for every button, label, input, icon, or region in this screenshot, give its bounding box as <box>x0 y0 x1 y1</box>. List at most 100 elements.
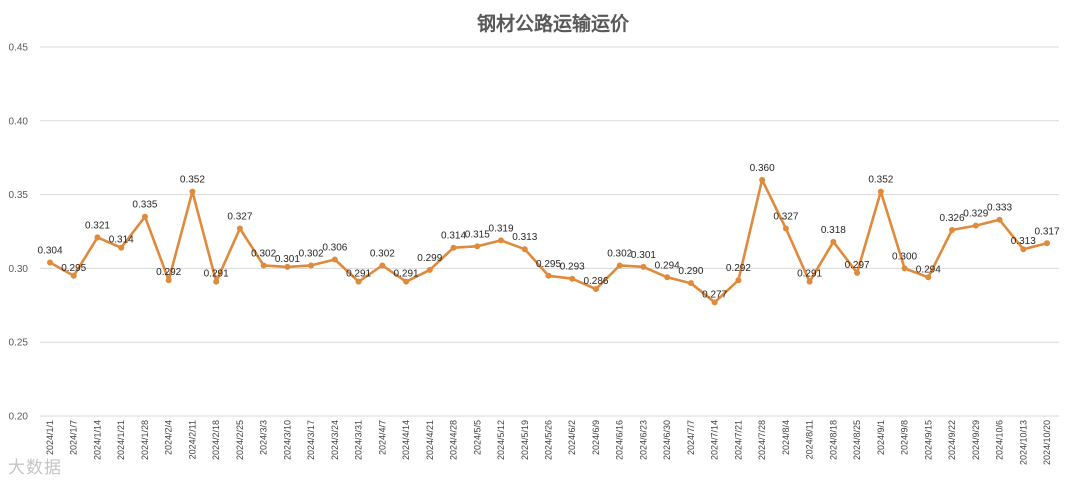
data-point <box>284 263 291 270</box>
data-point <box>498 237 505 244</box>
data-label: 0.333 <box>987 203 1012 214</box>
x-tick-label: 2024/7/21 <box>733 420 743 460</box>
data-label: 0.302 <box>299 248 324 259</box>
data-label: 0.313 <box>1011 236 1036 247</box>
data-point <box>592 286 599 293</box>
data-point <box>165 277 172 284</box>
data-label: 0.329 <box>963 209 988 220</box>
data-point <box>331 256 338 263</box>
data-point <box>379 262 386 269</box>
data-label: 0.317 <box>1034 226 1059 237</box>
data-label: 0.352 <box>180 175 205 186</box>
data-point <box>569 275 576 282</box>
x-tick-label: 2024/4/14 <box>401 420 411 460</box>
x-tick-label: 2024/3/17 <box>306 420 316 460</box>
data-point <box>189 188 196 195</box>
data-label: 0.293 <box>560 262 585 273</box>
data-label: 0.299 <box>417 253 442 264</box>
gridlines <box>40 46 1059 417</box>
x-tick-label: 2024/2/18 <box>211 420 221 460</box>
x-tick-label: 2024/10/13 <box>1018 420 1028 465</box>
data-point <box>949 227 956 234</box>
x-tick-label: 2024/7/14 <box>710 420 720 460</box>
data-label: 0.306 <box>322 243 347 254</box>
data-point <box>640 263 647 270</box>
data-label: 0.301 <box>275 254 300 265</box>
data-label: 0.315 <box>465 229 490 240</box>
y-tick-label: 0.35 <box>9 190 29 201</box>
data-label: 0.327 <box>227 212 252 223</box>
data-label: 0.302 <box>607 248 632 259</box>
data-label: 0.300 <box>892 251 917 262</box>
x-tick-label: 2024/3/31 <box>354 420 364 460</box>
data-point <box>735 277 742 284</box>
x-tick-label: 2024/6/16 <box>615 420 625 460</box>
x-tick-label: 2024/1/28 <box>140 420 150 460</box>
data-label: 0.314 <box>441 231 466 242</box>
data-label: 0.291 <box>346 269 371 280</box>
data-point <box>236 225 243 232</box>
x-tick-label: 2024/2/25 <box>235 420 245 460</box>
data-point <box>118 244 125 251</box>
data-label: 0.290 <box>678 266 703 277</box>
x-tick-label: 2024/9/1 <box>876 420 886 455</box>
data-point <box>355 278 362 285</box>
data-point <box>426 266 433 273</box>
x-tick-label: 2024/2/11 <box>187 420 197 459</box>
y-tick-label: 0.20 <box>9 412 29 423</box>
series-line <box>47 176 1050 306</box>
data-point <box>70 272 77 279</box>
data-point <box>996 216 1003 223</box>
y-axis: 0.20 0.25 0.30 0.35 0.40 0.45 <box>9 43 29 423</box>
data-point <box>308 262 315 269</box>
x-tick-label: 2024/10/6 <box>995 420 1005 460</box>
data-label: 0.360 <box>750 163 775 174</box>
data-point <box>972 222 979 229</box>
data-label: 0.297 <box>845 260 870 271</box>
x-tick-label: 2024/9/8 <box>900 420 910 455</box>
data-label: 0.291 <box>797 269 822 280</box>
data-point <box>403 278 410 285</box>
data-label: 0.352 <box>868 175 893 186</box>
data-point <box>830 238 837 245</box>
data-point <box>782 225 789 232</box>
y-tick-label: 0.45 <box>9 43 29 54</box>
data-point <box>545 272 552 279</box>
data-point <box>877 188 884 195</box>
data-point <box>901 265 908 272</box>
x-tick-label: 2024/6/30 <box>662 420 672 460</box>
data-label: 0.326 <box>940 213 965 224</box>
x-tick-label: 2024/8/18 <box>828 420 838 460</box>
data-label: 0.314 <box>109 235 134 246</box>
x-tick-label: 2024/6/2 <box>567 420 577 455</box>
x-tick-label: 2024/2/4 <box>164 420 174 455</box>
data-label: 0.291 <box>394 269 419 280</box>
x-tick-label: 2024/5/26 <box>544 420 554 460</box>
data-label: 0.318 <box>821 225 846 236</box>
data-point <box>925 274 932 281</box>
data-point <box>450 244 457 251</box>
data-point <box>711 299 718 306</box>
data-point <box>94 234 101 241</box>
data-point <box>474 243 481 250</box>
x-tick-label: 2024/10/20 <box>1042 420 1052 465</box>
y-tick-label: 0.30 <box>9 264 29 275</box>
data-label: 0.295 <box>536 259 561 270</box>
x-tick-label: 2024/1/7 <box>69 420 79 455</box>
data-point <box>141 213 148 220</box>
data-point <box>1044 240 1050 247</box>
x-tick-label: 2024/5/12 <box>496 420 506 460</box>
x-tick-label: 2024/4/28 <box>449 420 459 460</box>
data-label: 0.319 <box>489 223 514 234</box>
data-label: 0.292 <box>726 263 751 274</box>
y-tick-label: 0.40 <box>9 116 29 127</box>
x-tick-label: 2024/9/15 <box>923 420 933 460</box>
x-tick-label: 2024/8/4 <box>781 420 791 455</box>
x-tick-label: 2024/6/23 <box>638 420 648 460</box>
x-tick-label: 2024/9/29 <box>971 420 981 460</box>
x-tick-label: 2024/9/22 <box>947 420 957 460</box>
data-label: 0.313 <box>512 232 537 243</box>
x-tick-label: 2024/8/11 <box>805 420 815 459</box>
data-point <box>1020 246 1027 253</box>
x-tick-label: 2024/4/21 <box>425 420 435 460</box>
